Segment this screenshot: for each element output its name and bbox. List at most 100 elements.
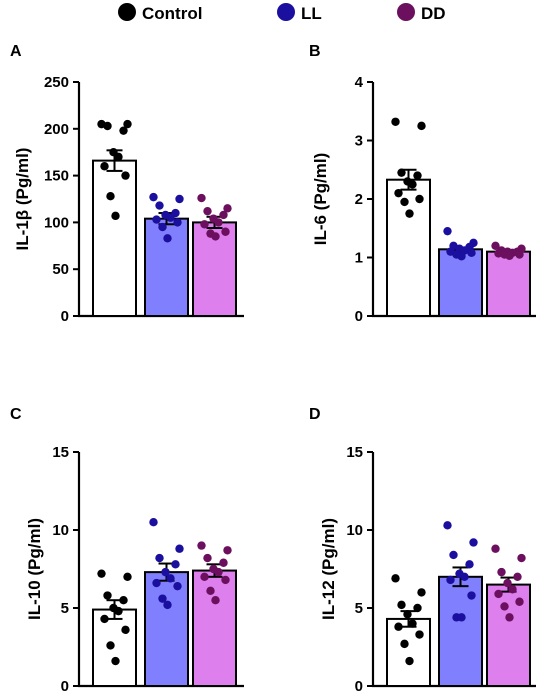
- panel-b-point-control: [405, 209, 414, 218]
- panel-d-point-control: [394, 622, 403, 631]
- panel-c-point-dd: [206, 586, 215, 596]
- panel-d-ytick-label: 0: [355, 678, 363, 695]
- panel-d-point-control: [405, 656, 414, 666]
- panel-a-point-dd: [197, 193, 206, 203]
- panel-a-ytick-label: 50: [52, 261, 69, 278]
- panel-b-point-ll: [467, 248, 476, 258]
- panel-a-ytick-label: 0: [61, 308, 69, 325]
- panel-c-point-dd: [221, 575, 230, 585]
- panel-d-point-control: [400, 639, 409, 649]
- legend-label-control: Control: [142, 4, 202, 23]
- panel-d-point-control: [417, 588, 426, 597]
- panel-c-point-ll: [152, 578, 161, 588]
- panel-d-bar-ll: [438, 575, 483, 687]
- panel-c-ytick-label: 5: [61, 600, 69, 617]
- panel-d-point-dd: [491, 544, 500, 553]
- panel-d-point-ll: [467, 591, 476, 600]
- panel-a-point-dd: [200, 220, 209, 229]
- panel-a-point-ll: [155, 201, 164, 210]
- panel-c-point-control: [100, 614, 109, 624]
- panel-d-point-control: [413, 603, 422, 613]
- panel-c-ytick-label: 10: [52, 522, 69, 539]
- panel-a-point-control: [114, 152, 123, 162]
- panel-a-point-control: [123, 119, 132, 129]
- panel-c-point-dd: [214, 567, 223, 577]
- panel-d-bar-dd: [486, 583, 531, 687]
- panel-d-letter: D: [309, 406, 321, 423]
- panel-a-point-ll: [173, 218, 182, 227]
- panel-d-point-ll: [449, 550, 458, 560]
- panel-c-point-ll: [163, 600, 172, 610]
- panel-d-point-ll: [446, 575, 455, 585]
- panel-d-point-control: [391, 574, 400, 583]
- legend: Control LL DD: [118, 3, 446, 23]
- panel-c-point-dd: [197, 541, 206, 550]
- panel-a: A IL-1β (Pg/ml) 0 50 100 150 200 250: [10, 43, 244, 325]
- legend-marker-control: [118, 3, 136, 21]
- panel-a-point-ll: [152, 215, 161, 224]
- panel-b-point-ll: [457, 252, 466, 261]
- panel-b-point-control: [413, 171, 422, 180]
- panel-b-ytick-label: 1: [355, 250, 363, 267]
- panel-a-point-dd: [211, 232, 220, 241]
- legend-label-ll: LL: [301, 4, 322, 23]
- panel-a-ytick-label: 100: [44, 214, 69, 231]
- panel-b-ytick-label: 2: [355, 191, 363, 208]
- panel-a-point-ll: [166, 213, 175, 222]
- panel-d: D IL-12 (Pg/ml) 0 5 10 15: [309, 406, 536, 695]
- panel-b-ytick-label: 4: [355, 74, 364, 91]
- panel-b-ytick-label: 0: [355, 308, 363, 325]
- panel-d-point-dd: [497, 567, 506, 577]
- panel-c-point-dd: [223, 546, 232, 555]
- panel-d-point-dd: [505, 613, 514, 622]
- panel-c-point-dd: [200, 572, 209, 581]
- panel-d-point-ll: [465, 560, 474, 569]
- panel-d-point-control: [403, 610, 412, 619]
- panel-c-bar-control: [92, 608, 137, 687]
- panel-b-point-control: [400, 197, 409, 207]
- panel-b-point-control: [415, 194, 424, 204]
- panel-d-point-dd: [500, 602, 509, 611]
- panel-b-point-control: [391, 117, 400, 126]
- panel-a-point-ll: [149, 192, 158, 202]
- panel-b-point-control: [408, 180, 417, 189]
- panel-b-point-dd: [505, 251, 514, 260]
- panel-c-point-dd: [211, 596, 220, 605]
- panel-d-point-dd: [494, 589, 503, 599]
- panel-a-point-control: [106, 191, 115, 201]
- panel-a-ylabel: IL-1β (Pg/ml): [13, 148, 32, 251]
- panel-c-point-ll: [149, 518, 158, 527]
- panel-c-point-control: [111, 656, 120, 666]
- panel-a-point-ll: [175, 194, 184, 204]
- panel-a-point-control: [103, 121, 112, 131]
- panel-a-point-dd: [214, 218, 223, 227]
- panel-c-point-ll: [173, 581, 182, 591]
- panel-c-point-control: [114, 606, 123, 616]
- panel-b-ylabel: IL-6 (Pg/ml): [311, 153, 330, 246]
- panel-c-point-control: [106, 641, 115, 650]
- panel-b-point-control: [417, 121, 426, 131]
- panel-c-ytick-label: 0: [61, 678, 69, 695]
- panel-c-point-dd: [219, 558, 228, 567]
- panel-d-point-dd: [508, 585, 517, 594]
- panel-c-point-ll: [171, 560, 180, 569]
- panel-a-point-dd: [203, 206, 212, 216]
- panel-a-bar-control: [92, 159, 137, 317]
- panel-a-ytick-label: 200: [44, 121, 69, 138]
- panel-b-point-control: [397, 168, 406, 177]
- panel-b: B IL-6 (Pg/ml) 0 1 2 3 4: [309, 43, 536, 325]
- panel-b-bar-dd: [486, 250, 531, 317]
- panel-b-point-ll: [443, 226, 452, 236]
- panel-a-point-ll: [158, 222, 167, 232]
- panel-c-ytick-label: 15: [52, 444, 69, 461]
- panel-d-point-dd: [517, 553, 526, 563]
- panel-b-point-dd: [491, 241, 500, 250]
- panel-c-bar-dd: [192, 569, 237, 687]
- panel-d-ytick-label: 15: [346, 444, 363, 461]
- panel-b-letter: B: [309, 43, 321, 60]
- panel-d-ytick-label: 10: [346, 522, 363, 539]
- panel-a-bar-ll: [144, 217, 189, 318]
- panel-b-ytick-label: 3: [355, 133, 363, 150]
